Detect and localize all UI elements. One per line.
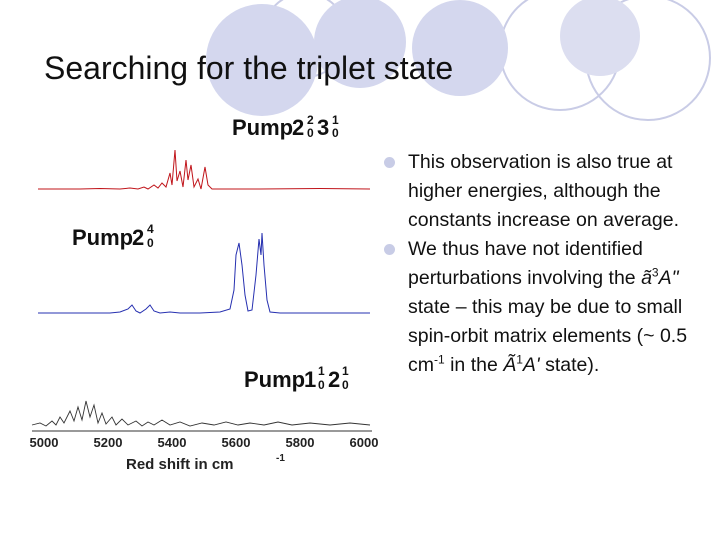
panel-2-label: Pump 2 4 0	[72, 222, 154, 250]
x-tick-label: 5600	[222, 435, 251, 450]
svg-text:0: 0	[342, 378, 349, 392]
panel-1-label: Pump 2 2 0 3 1 0	[232, 113, 339, 140]
bullet-list: This observation is also true at higher …	[384, 148, 698, 380]
x-tick-label: 5200	[94, 435, 123, 450]
x-tick-label: 5800	[286, 435, 315, 450]
svg-text:1: 1	[332, 113, 339, 127]
svg-text:2: 2	[328, 367, 340, 392]
panel-3-label: Pump 1 1 0 2 1 0	[244, 364, 349, 392]
bullet-item: We thus have not identified perturbation…	[384, 235, 698, 380]
bullet-item: This observation is also true at higher …	[384, 148, 698, 235]
svg-text:0: 0	[318, 378, 325, 392]
svg-text:1: 1	[318, 364, 325, 378]
svg-text:0: 0	[147, 236, 154, 250]
svg-text:-1: -1	[276, 453, 285, 464]
x-tick-label: 6000	[350, 435, 379, 450]
svg-text:Pump: Pump	[232, 115, 293, 140]
spectrum-trace-blue	[38, 232, 370, 314]
svg-text:4: 4	[147, 222, 154, 236]
svg-text:2: 2	[307, 113, 314, 127]
spectrum-trace-black	[31, 400, 371, 427]
svg-text:Pump: Pump	[244, 367, 305, 392]
svg-text:3: 3	[317, 115, 329, 140]
svg-text:2: 2	[132, 225, 144, 250]
svg-text:1: 1	[304, 367, 316, 392]
svg-text:2: 2	[292, 115, 304, 140]
x-tick-label: 5000	[30, 435, 59, 450]
svg-text:0: 0	[332, 126, 339, 140]
x-axis-ticks: 5000 5200 5400 5600 5800 6000	[30, 435, 379, 450]
svg-text:Red shift in cm: Red shift in cm	[126, 456, 234, 473]
x-axis-label: Red shift in cm -1	[126, 453, 285, 473]
spectrum-trace-red	[38, 149, 371, 190]
svg-text:1: 1	[342, 364, 349, 378]
svg-text:Pump: Pump	[72, 225, 133, 250]
svg-text:0: 0	[307, 126, 314, 140]
slide-title: Searching for the triplet state	[44, 50, 454, 86]
x-tick-label: 5400	[158, 435, 187, 450]
spectra-figure: Pump 2 2 0 3 1 0 Pump 2 4 0 Pump 1 1 0 2…	[30, 113, 379, 473]
